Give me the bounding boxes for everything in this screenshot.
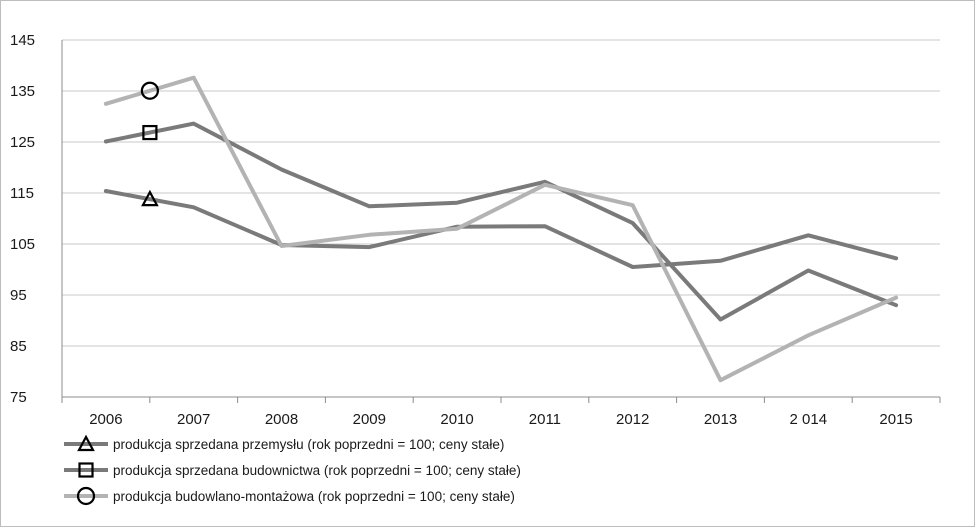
x-tick-label: 2007 [177, 411, 210, 428]
y-tick-label: 85 [10, 338, 27, 355]
x-tick-label: 2011 [529, 411, 561, 428]
x-axis: 2006 2007 2008 2009 2010 2011 2012 2013 2 014 201… [61, 396, 941, 428]
legend-square-icon [78, 462, 94, 478]
x-tick-label: 2015 [879, 411, 912, 428]
legend-label-1: produkcja sprzedana przemysłu (rok poprz… [113, 437, 504, 452]
gridlines [62, 39, 940, 347]
y-tick-label: 135 [10, 83, 35, 100]
legend-circle-icon [76, 486, 96, 506]
series-markers [140, 81, 159, 207]
y-tick-label: 95 [10, 287, 27, 304]
series-lines [103, 75, 899, 383]
legend-label-2: produkcja sprzedana budownictwa (rok pop… [113, 463, 521, 478]
series-line-3 [103, 75, 899, 383]
y-tick-label: 115 [10, 185, 34, 202]
legend-label-3: produkcja budowlano-montażowa (rok poprz… [113, 489, 515, 504]
y-tick-label: 75 [10, 389, 27, 406]
x-tick-label: 2013 [704, 411, 737, 428]
triangle-marker [141, 189, 159, 207]
series-line-1 [103, 189, 899, 269]
y-axis: 75 85 95 105 115 125 135 145 [10, 32, 63, 406]
y-tick-label: 145 [10, 32, 35, 49]
y-tick-label: 125 [10, 134, 35, 151]
x-tick-label: 2008 [265, 411, 298, 428]
x-tick-label: 2012 [616, 411, 649, 428]
x-tick-label: 2006 [89, 411, 122, 428]
series-line-2 [103, 121, 899, 322]
x-tick-label: 2010 [440, 411, 473, 428]
legend: produkcja sprzedana przemysłu (rok poprz… [64, 434, 521, 506]
x-tick-label: 2009 [353, 411, 386, 428]
y-tick-label: 105 [10, 236, 35, 253]
circle-marker [140, 81, 159, 100]
square-marker [142, 124, 158, 141]
legend-triangle-icon [77, 434, 95, 452]
x-tick-label: 2 014 [790, 411, 828, 428]
